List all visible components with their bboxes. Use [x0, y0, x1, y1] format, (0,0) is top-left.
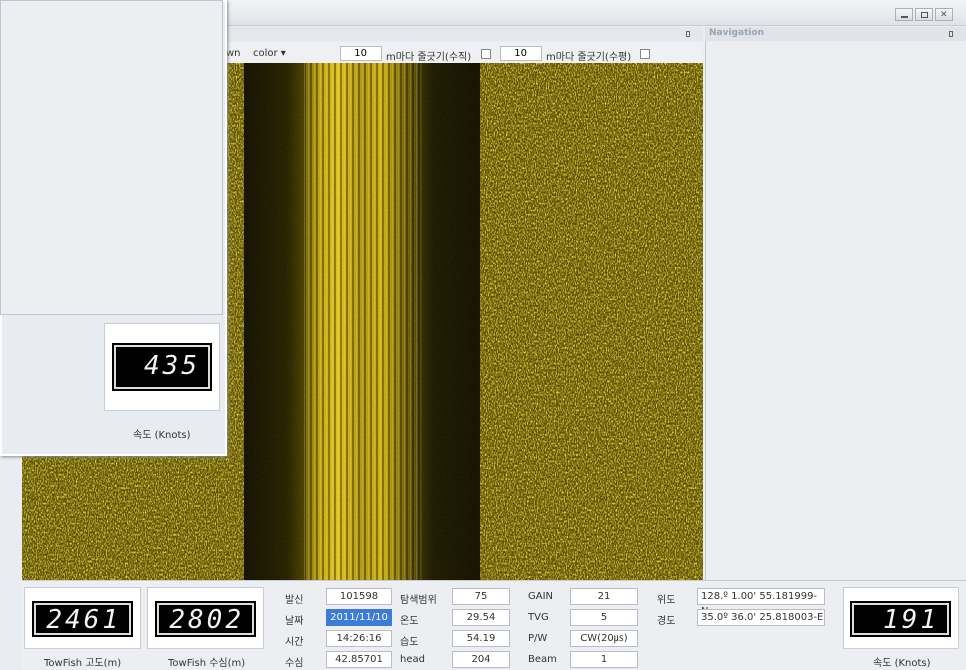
sonar-image	[22, 63, 703, 580]
field-value: 101598	[326, 588, 392, 605]
field-label: 수심	[285, 658, 304, 669]
close-icon: ✕	[940, 10, 948, 20]
field-label: head	[400, 654, 425, 665]
field-value: 21	[570, 588, 638, 605]
field-value: 128.º 1.00' 55.181999-N	[697, 588, 825, 617]
field-label: 발신	[285, 595, 304, 606]
field-label: 시간	[285, 637, 304, 648]
field-value: 14:26:16	[326, 630, 392, 647]
field-label: P/W	[528, 633, 548, 644]
field-label: 습도	[400, 637, 419, 648]
color-menu[interactable]: color ▾	[253, 48, 286, 59]
gauge-label: 속도 (Knots)	[133, 430, 191, 441]
field-label: Beam	[528, 654, 557, 665]
pin-icon[interactable]	[686, 31, 690, 37]
field-label: TVG	[528, 612, 549, 623]
field-label: 온도	[400, 616, 419, 627]
horizontal-checkbox[interactable]	[640, 49, 650, 59]
navigation-header	[705, 27, 966, 41]
minimize-button[interactable]	[895, 8, 913, 21]
digital-display: 435	[112, 343, 212, 391]
pin-icon[interactable]	[949, 31, 953, 37]
vertical-spacing[interactable]: 10	[340, 46, 382, 61]
gauge-label: 속도 (Knots)	[873, 658, 931, 669]
field-label: GAIN	[528, 591, 554, 602]
field-label: 경도	[657, 616, 676, 627]
field-value: 35.0º 36.0' 25.818003-E	[697, 609, 825, 626]
overlay-upper-area	[0, 0, 223, 315]
field-label: 위도	[657, 595, 676, 606]
digital-display: 2802	[155, 601, 256, 637]
horizontal-spacing[interactable]: 10	[500, 46, 542, 61]
navigation-title: Navigation	[709, 28, 765, 38]
digital-display: 2461	[32, 601, 133, 637]
horizontal-line-label: m마다 줄긋기(수평)	[546, 52, 632, 63]
vertical-line-label: m마다 줄긋기(수직)	[386, 52, 472, 63]
gauge-label: TowFish 수심(m)	[168, 658, 246, 669]
menu-label[interactable]: wn	[226, 48, 241, 59]
field-value: 75	[452, 588, 510, 605]
field-label: 탐색범위	[400, 595, 437, 606]
panel-header	[225, 27, 703, 41]
gauge-label: TowFish 고도(m)	[44, 658, 122, 669]
maximize-button[interactable]	[915, 8, 933, 21]
field-value: 42.85701	[326, 651, 392, 668]
field-value: 204	[452, 651, 510, 668]
field-label: 날짜	[285, 616, 304, 627]
field-value: 54.19	[452, 630, 510, 647]
navigation-panel	[705, 27, 966, 580]
digital-display: 191	[850, 601, 951, 637]
field-value: 2011/11/10	[326, 609, 392, 626]
field-value: 5	[570, 609, 638, 626]
close-button[interactable]: ✕	[935, 8, 953, 21]
field-value: 29.54	[452, 609, 510, 626]
field-value: CW(20㎲)	[570, 630, 638, 647]
field-value: 1	[570, 651, 638, 668]
title-bar	[225, 0, 966, 26]
vertical-checkbox[interactable]	[481, 49, 491, 59]
color-menu-label: color	[253, 48, 278, 59]
